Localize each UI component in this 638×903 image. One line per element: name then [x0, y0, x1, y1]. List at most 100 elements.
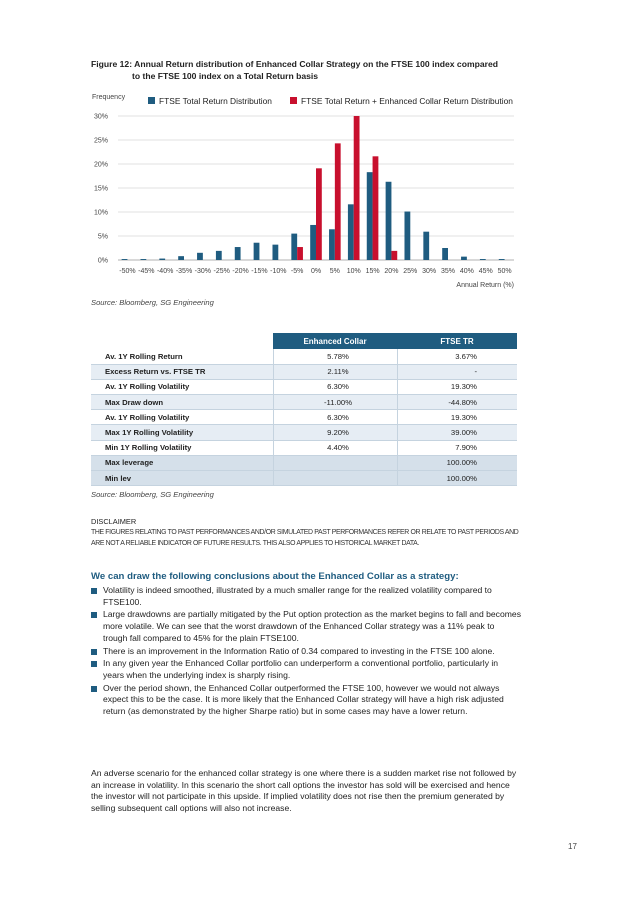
ftse-bar: [215, 250, 222, 260]
ftse-bar: [121, 259, 128, 260]
y-tick-label: 15%: [94, 186, 108, 193]
ftse-value: 100.00%: [396, 455, 517, 472]
ftse-bar: [329, 229, 335, 260]
x-tick-label: 40%: [460, 268, 474, 275]
x-tick-label: 35%: [441, 268, 455, 275]
collar-value: [272, 455, 397, 472]
table-header-blank: [91, 333, 273, 349]
ftse-bar: [140, 259, 147, 260]
statistics-table: Enhanced Collar FTSE TR Av. 1Y Rolling R…: [91, 333, 517, 487]
row-label: Min 1Y Rolling Volatility: [91, 440, 273, 456]
list-item: Over the period shown, the Enhanced Coll…: [91, 683, 521, 718]
legend-swatch-ftse: [148, 97, 155, 104]
x-tick-label: -15%: [251, 268, 267, 275]
row-label: Av. 1Y Rolling Volatility: [91, 379, 273, 396]
ftse-value: -44.80%: [396, 394, 517, 411]
bullet-text: There is an improvement in the Informati…: [103, 645, 495, 656]
ftse-bar: [423, 231, 430, 260]
row-label: Av. 1Y Rolling Return: [91, 349, 273, 365]
table-row: Min 1Y Rolling Volatility 4.40% 7.90%: [91, 440, 517, 456]
ftse-bar: [498, 259, 505, 260]
ftse-bar: [385, 181, 392, 260]
ftse-bar: [178, 256, 184, 260]
conclusions-list: Volatility is indeed smoothed, illustrat…: [91, 585, 521, 719]
row-label: Max leverage: [91, 455, 273, 472]
collar-value: 6.30%: [272, 409, 397, 426]
ftse-bar: [197, 252, 203, 260]
bullet-square-icon: [91, 648, 97, 655]
collar-value: 2.11%: [272, 364, 397, 380]
ftse-bar: [234, 247, 241, 260]
row-label: Min lev: [91, 470, 273, 487]
ftse-bar: [253, 242, 260, 260]
legend-label-collar: FTSE Total Return + Enhanced Collar Retu…: [301, 96, 513, 106]
collar-bar: [372, 156, 379, 260]
table-header-ftse: FTSE TR: [397, 333, 517, 349]
x-tick-label: -5%: [291, 268, 303, 275]
legend-label-ftse: FTSE Total Return Distribution: [159, 96, 272, 106]
collar-value: 4.40%: [272, 440, 397, 456]
table-row: Max Draw down -11.00% -44.80%: [91, 394, 517, 411]
return-distribution-chart: 0% 5% 10% 15% 20% 25% 30% Frequency Annual Retur…: [92, 94, 514, 289]
table-body: Av. 1Y Rolling Return 5.78% 3.67% Excess Re…: [91, 349, 517, 487]
ftse-bar: [479, 259, 486, 260]
ftse-value: 19.30%: [396, 379, 517, 396]
disclaimer-heading: DISCLAIMER: [91, 517, 137, 526]
ftse-value: 7.90%: [396, 440, 517, 456]
x-tick-label: -20%: [232, 268, 248, 275]
collar-value: 9.20%: [272, 424, 397, 441]
table-row: Av. 1Y Rolling Volatility 6.30% 19.30%: [91, 379, 517, 396]
x-tick-label: -25%: [214, 268, 230, 275]
row-label: Excess Return vs. FTSE TR: [91, 364, 273, 380]
list-item: In any given year the Enhanced Collar po…: [91, 658, 521, 681]
y-tick-label: 20%: [94, 162, 108, 169]
x-tick-label: 20%: [384, 268, 398, 275]
table-header-collar: Enhanced Collar: [273, 333, 397, 349]
legend-swatch-collar: [290, 97, 297, 104]
collar-value: 6.30%: [272, 379, 397, 396]
y-tick-label: 25%: [94, 138, 108, 145]
x-tick-label: -35%: [176, 268, 192, 275]
bullet-text: In any given year the Enhanced Collar po…: [103, 658, 499, 680]
ftse-bar: [291, 233, 298, 260]
bullet-square-icon: [91, 661, 97, 668]
table-row: Max 1Y Rolling Volatility 9.20% 39.00%: [91, 424, 517, 441]
x-tick-label: -10%: [270, 268, 286, 275]
bullet-text: Large drawdowns are partially mitigated …: [103, 609, 521, 643]
collar-bar: [316, 168, 322, 260]
y-tick-label: 5%: [98, 234, 108, 241]
bullet-text: Volatility is indeed smoothed, illustrat…: [103, 585, 492, 607]
table-row: Av. 1Y Rolling Volatility 6.30% 19.30%: [91, 409, 517, 426]
x-tick-label: -45%: [138, 268, 154, 275]
ftse-value: 3.67%: [396, 349, 517, 365]
collar-value: -11.00%: [272, 394, 397, 411]
bullet-text: Over the period shown, the Enhanced Coll…: [103, 682, 504, 717]
figure-title-line2: to the FTSE 100 index on a Total Return …: [132, 71, 319, 81]
final-paragraph: An adverse scenario for the enhanced col…: [91, 768, 517, 814]
table-row: Min lev 100.00%: [91, 470, 517, 487]
ftse-bar: [159, 258, 166, 260]
table-header-row: Enhanced Collar FTSE TR: [91, 333, 517, 349]
x-tick-label: -30%: [195, 268, 211, 275]
collar-bar: [334, 143, 341, 260]
ftse-value: 39.00%: [396, 424, 517, 441]
table-row: Av. 1Y Rolling Return 5.78% 3.67%: [91, 349, 517, 365]
chart-source: Source: Bloomberg, SG Engineering: [91, 298, 214, 307]
y-axis-label: Frequency: [92, 94, 126, 101]
ftse-bar: [366, 172, 373, 260]
conclusions-heading: We can draw the following conclusions ab…: [91, 571, 459, 582]
ftse-bar: [347, 204, 354, 260]
x-tick-label: 50%: [498, 268, 512, 275]
ftse-value: 19.30%: [396, 409, 517, 426]
ftse-bar: [461, 256, 467, 260]
bullet-square-icon: [91, 685, 97, 692]
x-tick-label: 25%: [403, 268, 417, 275]
x-tick-label: 5%: [330, 268, 340, 275]
table-source: Source: Bloomberg, SG Engineering: [91, 490, 214, 499]
collar-bar: [297, 247, 303, 260]
collar-value: [272, 470, 397, 487]
ftse-bar: [310, 224, 316, 260]
x-tick-label: -50%: [119, 268, 135, 275]
collar-value: 5.78%: [272, 349, 397, 365]
figure-title-line1: Figure 12: Annual Return distribution of…: [91, 59, 498, 69]
